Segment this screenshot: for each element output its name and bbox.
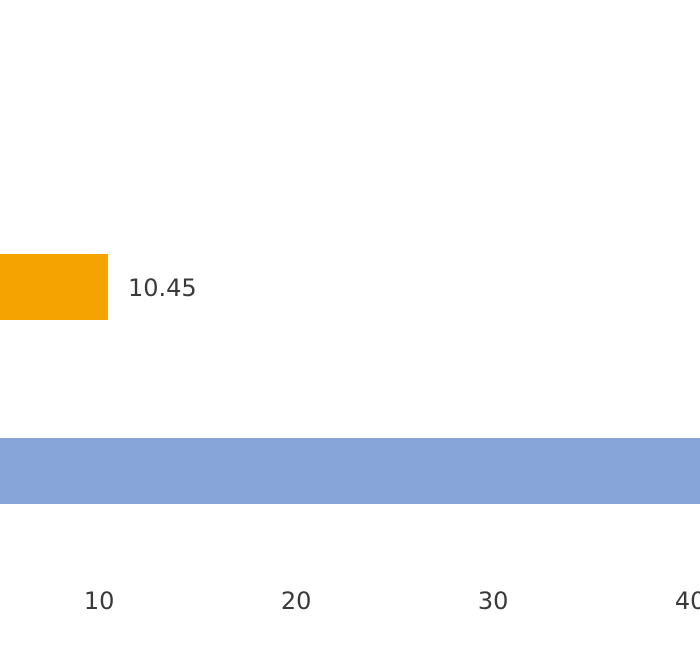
bar [0,254,108,320]
x-tick-label: 10 [84,587,115,615]
x-tick-label: 20 [281,587,312,615]
value-label: 10.45 [128,274,197,302]
x-tick-label: 30 [478,587,509,615]
bar [0,438,700,504]
x-tick-label: 40 [675,587,700,615]
